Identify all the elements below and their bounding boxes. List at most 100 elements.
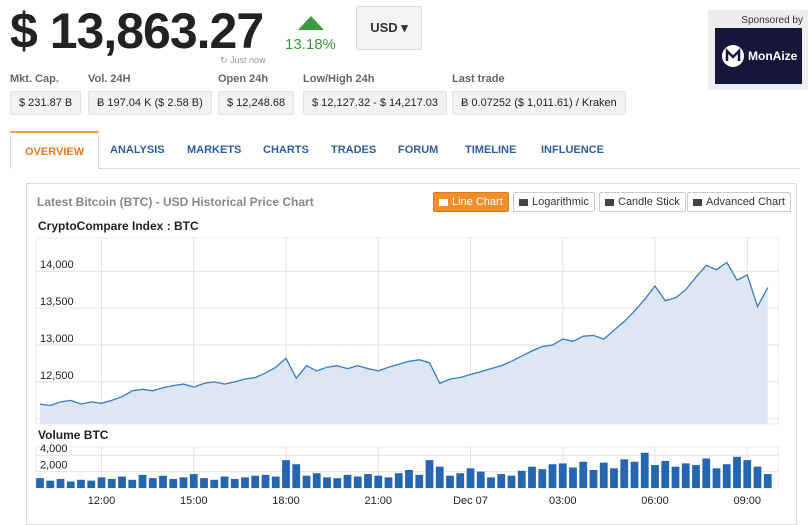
volume-bar — [138, 474, 147, 488]
volume-bar — [333, 478, 342, 488]
tab[interactable]: TRADES — [331, 144, 377, 156]
volume-bar — [620, 459, 629, 488]
tab[interactable]: FORUM — [398, 144, 439, 156]
chart-button[interactable]: Line Chart — [433, 192, 509, 212]
volume-bar — [200, 478, 208, 488]
volume-bar — [753, 466, 762, 488]
sponsor: MonAize — [748, 49, 798, 63]
stat-value: $ 12,127.32 - $ 14,217.03 — [303, 91, 447, 115]
tab[interactable]: MARKETS — [187, 144, 242, 156]
volume-bar — [640, 452, 649, 488]
volume-bar — [179, 477, 188, 488]
volume-bar — [87, 480, 96, 488]
chart-title: CryptoCompare Index : BTC — [38, 219, 199, 233]
volume-bar — [169, 478, 178, 488]
volume-bar — [415, 474, 424, 488]
stat-value: $ 231.87 B — [10, 91, 82, 115]
chart-button[interactable]: Logarithmic — [513, 192, 595, 212]
volume-bar — [282, 460, 290, 488]
volume-bar — [558, 463, 567, 488]
volume-bar — [394, 473, 403, 488]
panel-title: Latest Bitcoin (BTC) - USD Historical Pr… — [37, 195, 314, 209]
price-line — [39, 261, 769, 407]
volume-bar — [46, 480, 55, 488]
stat-value: $ 12,248.68 — [218, 91, 295, 115]
volume-bar — [722, 464, 731, 488]
tab[interactable]: CHARTS — [263, 144, 309, 156]
volume-bar — [517, 470, 526, 488]
volume-bar — [681, 463, 690, 488]
volume-bar — [374, 475, 383, 488]
volume-bar — [435, 466, 444, 488]
chart-title: Volume BTC — [38, 428, 109, 442]
volume-bar — [651, 465, 659, 488]
y-tick-label: 12,500 — [40, 370, 74, 382]
up-arrow — [298, 16, 324, 30]
volume-bar — [302, 475, 311, 488]
stat-label: Low/High 24h — [303, 73, 375, 85]
x-tick-label: 09:00 — [733, 495, 761, 507]
volume-bar — [692, 465, 700, 488]
volume-bar — [364, 474, 372, 488]
tab[interactable]: OVERVIEW — [10, 131, 100, 169]
chart-button[interactable]: Candle Stick — [599, 192, 686, 212]
y-tick-label: 13,500 — [40, 296, 74, 308]
y-tick-label: 13,000 — [40, 333, 74, 345]
volume-bar — [77, 479, 85, 488]
volume-bar — [476, 471, 485, 488]
currency-select[interactable]: USD ▾ — [356, 6, 422, 50]
volume-bar — [271, 476, 280, 488]
volume-bar — [343, 474, 352, 488]
volume-bar — [159, 475, 167, 488]
x-tick-label: 21:00 — [364, 495, 392, 507]
volume-bar — [97, 477, 106, 488]
stat-label: Open 24h — [218, 73, 269, 85]
volume-bar — [702, 458, 711, 488]
tabs: OVERVIEW ANALYSIS MARKETS CHARTS TRADES FORUM… — [10, 131, 800, 169]
stat-label: Vol. 24H — [88, 73, 131, 85]
volume-bar — [763, 474, 772, 488]
y-tick-label: 4,000 — [40, 443, 68, 455]
x-tick-label: Dec 07 — [453, 495, 488, 507]
x-tick-label: 03:00 — [549, 495, 577, 507]
volume-bar — [189, 474, 198, 488]
volume-bar — [384, 477, 393, 488]
volume-bar — [292, 464, 301, 488]
volume-bar — [538, 469, 547, 488]
volume-bar — [466, 468, 475, 488]
volume-bar — [128, 479, 137, 488]
volume-bar — [528, 466, 536, 488]
chart-button[interactable]: Advanced Chart — [687, 192, 791, 212]
volume-bar — [230, 478, 239, 488]
volume-bar — [118, 476, 126, 488]
volume-bar — [487, 477, 495, 488]
volume-bar — [630, 461, 639, 488]
currency: USD — [370, 20, 398, 35]
volume-bar — [107, 478, 116, 488]
volume-bar — [610, 468, 618, 488]
x-tick-label: 18:00 — [272, 495, 300, 507]
sponsor-logo[interactable]: MonAize — [715, 28, 802, 84]
volume-bar — [56, 478, 65, 488]
volume-bar — [456, 473, 465, 488]
volume-bar — [405, 469, 413, 488]
volume-bar — [425, 460, 434, 488]
tab[interactable]: INFLUENCE — [541, 144, 604, 156]
y-tick-label: 2,000 — [40, 460, 68, 472]
volume-bar — [241, 477, 249, 488]
volume-bar — [446, 475, 454, 488]
volume-bar — [548, 464, 557, 488]
volume-bar — [743, 460, 752, 488]
tab[interactable]: ANALYSIS — [110, 144, 165, 156]
x-tick-label: 06:00 — [641, 495, 669, 507]
x-tick-label: 12:00 — [88, 495, 116, 507]
volume-bar — [569, 467, 577, 488]
volume-bar — [507, 475, 516, 488]
stat-value: Ƀ 197.04 K ($ 2.58 B) — [88, 91, 212, 115]
volume-bar — [733, 456, 741, 488]
volume-bar — [353, 476, 362, 488]
tab[interactable]: TIMELINE — [465, 144, 517, 156]
logo: MonAize — [722, 45, 798, 67]
volume-bar — [497, 474, 506, 488]
